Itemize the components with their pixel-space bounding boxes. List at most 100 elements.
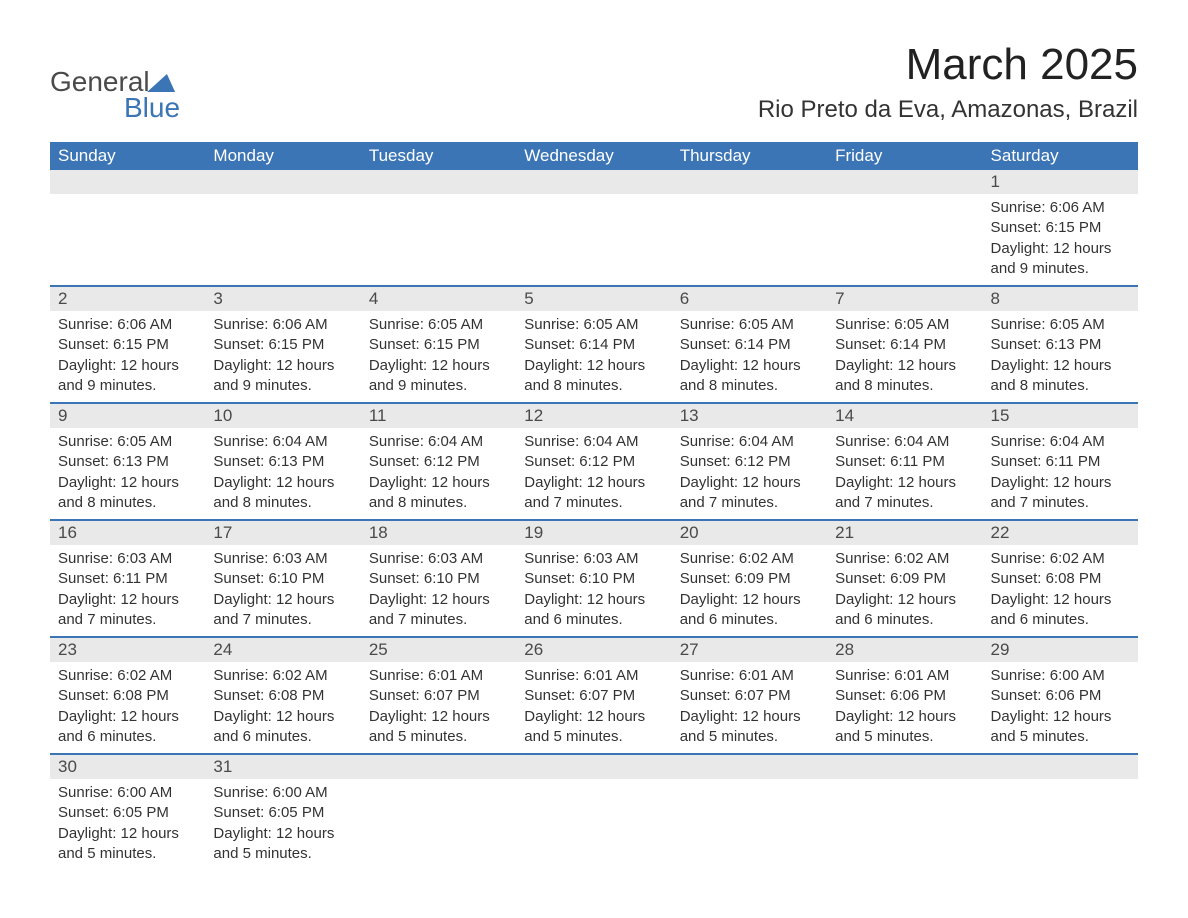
daylight-text: Daylight: 12 hours and 9 minutes. (369, 356, 508, 397)
sunrise-text: Sunrise: 6:04 AM (835, 432, 974, 452)
sunset-text: Sunset: 6:11 PM (835, 452, 974, 472)
day-details (361, 779, 516, 863)
day-details: Sunrise: 6:02 AMSunset: 6:08 PMDaylight:… (983, 545, 1138, 636)
sunrise-text: Sunrise: 6:02 AM (58, 666, 197, 686)
day-details: Sunrise: 6:05 AMSunset: 6:14 PMDaylight:… (516, 311, 671, 402)
day-number: 20 (672, 521, 827, 545)
day-details (983, 779, 1138, 863)
calendar-week-row: 30Sunrise: 6:00 AMSunset: 6:05 PMDayligh… (50, 754, 1138, 870)
day-header: Thursday (672, 142, 827, 170)
sunrise-text: Sunrise: 6:02 AM (213, 666, 352, 686)
day-number: 8 (983, 287, 1138, 311)
sunrise-text: Sunrise: 6:03 AM (369, 549, 508, 569)
day-details: Sunrise: 6:00 AMSunset: 6:05 PMDaylight:… (205, 779, 360, 870)
daylight-text: Daylight: 12 hours and 6 minutes. (213, 707, 352, 748)
day-number: 5 (516, 287, 671, 311)
sunset-text: Sunset: 6:10 PM (369, 569, 508, 589)
daylight-text: Daylight: 12 hours and 6 minutes. (58, 707, 197, 748)
sunset-text: Sunset: 6:08 PM (58, 686, 197, 706)
calendar-cell: 11Sunrise: 6:04 AMSunset: 6:12 PMDayligh… (361, 403, 516, 520)
day-details: Sunrise: 6:03 AMSunset: 6:10 PMDaylight:… (205, 545, 360, 636)
calendar-cell: 5Sunrise: 6:05 AMSunset: 6:14 PMDaylight… (516, 286, 671, 403)
daylight-text: Daylight: 12 hours and 8 minutes. (369, 473, 508, 514)
daylight-text: Daylight: 12 hours and 6 minutes. (524, 590, 663, 631)
daylight-text: Daylight: 12 hours and 5 minutes. (213, 824, 352, 865)
daylight-text: Daylight: 12 hours and 8 minutes. (835, 356, 974, 397)
calendar-cell: 29Sunrise: 6:00 AMSunset: 6:06 PMDayligh… (983, 637, 1138, 754)
day-details: Sunrise: 6:01 AMSunset: 6:06 PMDaylight:… (827, 662, 982, 753)
calendar-cell (516, 754, 671, 870)
daylight-text: Daylight: 12 hours and 5 minutes. (680, 707, 819, 748)
daylight-text: Daylight: 12 hours and 7 minutes. (369, 590, 508, 631)
day-number (672, 755, 827, 779)
day-number: 17 (205, 521, 360, 545)
page-header: General Blue March 2025 Rio Preto da Eva… (50, 40, 1138, 124)
sunset-text: Sunset: 6:13 PM (991, 335, 1130, 355)
calendar-week-row: 16Sunrise: 6:03 AMSunset: 6:11 PMDayligh… (50, 520, 1138, 637)
day-header: Sunday (50, 142, 205, 170)
sunrise-text: Sunrise: 6:05 AM (58, 432, 197, 452)
day-details (672, 779, 827, 863)
sunset-text: Sunset: 6:07 PM (680, 686, 819, 706)
day-number (361, 755, 516, 779)
day-details: Sunrise: 6:05 AMSunset: 6:14 PMDaylight:… (827, 311, 982, 402)
day-details: Sunrise: 6:02 AMSunset: 6:08 PMDaylight:… (205, 662, 360, 753)
day-number: 9 (50, 404, 205, 428)
calendar-header-row: Sunday Monday Tuesday Wednesday Thursday… (50, 142, 1138, 170)
day-details: Sunrise: 6:04 AMSunset: 6:11 PMDaylight:… (827, 428, 982, 519)
calendar-cell: 2Sunrise: 6:06 AMSunset: 6:15 PMDaylight… (50, 286, 205, 403)
calendar-cell (205, 170, 360, 286)
day-details: Sunrise: 6:05 AMSunset: 6:15 PMDaylight:… (361, 311, 516, 402)
day-number: 15 (983, 404, 1138, 428)
calendar-cell: 18Sunrise: 6:03 AMSunset: 6:10 PMDayligh… (361, 520, 516, 637)
daylight-text: Daylight: 12 hours and 6 minutes. (835, 590, 974, 631)
page-subtitle: Rio Preto da Eva, Amazonas, Brazil (758, 96, 1138, 124)
calendar-cell: 17Sunrise: 6:03 AMSunset: 6:10 PMDayligh… (205, 520, 360, 637)
sunset-text: Sunset: 6:13 PM (58, 452, 197, 472)
sunset-text: Sunset: 6:05 PM (213, 803, 352, 823)
calendar-cell (672, 754, 827, 870)
day-number (516, 755, 671, 779)
daylight-text: Daylight: 12 hours and 7 minutes. (213, 590, 352, 631)
calendar-cell: 19Sunrise: 6:03 AMSunset: 6:10 PMDayligh… (516, 520, 671, 637)
brand-mark-icon (147, 74, 181, 92)
day-number (672, 170, 827, 194)
calendar-cell (827, 170, 982, 286)
day-details: Sunrise: 6:03 AMSunset: 6:11 PMDaylight:… (50, 545, 205, 636)
calendar-cell: 12Sunrise: 6:04 AMSunset: 6:12 PMDayligh… (516, 403, 671, 520)
day-number: 4 (361, 287, 516, 311)
sunrise-text: Sunrise: 6:01 AM (680, 666, 819, 686)
sunrise-text: Sunrise: 6:05 AM (369, 315, 508, 335)
day-number: 22 (983, 521, 1138, 545)
day-number: 12 (516, 404, 671, 428)
day-header: Wednesday (516, 142, 671, 170)
calendar-cell: 30Sunrise: 6:00 AMSunset: 6:05 PMDayligh… (50, 754, 205, 870)
daylight-text: Daylight: 12 hours and 5 minutes. (524, 707, 663, 748)
day-number: 31 (205, 755, 360, 779)
brand-word-2: Blue (124, 92, 180, 123)
day-details: Sunrise: 6:04 AMSunset: 6:12 PMDaylight:… (516, 428, 671, 519)
day-number (827, 170, 982, 194)
day-details (516, 779, 671, 863)
sunrise-text: Sunrise: 6:05 AM (991, 315, 1130, 335)
day-details (205, 194, 360, 278)
sunrise-text: Sunrise: 6:04 AM (680, 432, 819, 452)
day-header: Saturday (983, 142, 1138, 170)
sunrise-text: Sunrise: 6:03 AM (213, 549, 352, 569)
daylight-text: Daylight: 12 hours and 6 minutes. (680, 590, 819, 631)
page-title: March 2025 (758, 40, 1138, 90)
sunrise-text: Sunrise: 6:01 AM (835, 666, 974, 686)
sunset-text: Sunset: 6:15 PM (991, 218, 1130, 238)
day-header: Friday (827, 142, 982, 170)
daylight-text: Daylight: 12 hours and 7 minutes. (680, 473, 819, 514)
calendar-cell: 25Sunrise: 6:01 AMSunset: 6:07 PMDayligh… (361, 637, 516, 754)
calendar-cell: 21Sunrise: 6:02 AMSunset: 6:09 PMDayligh… (827, 520, 982, 637)
sunrise-text: Sunrise: 6:04 AM (213, 432, 352, 452)
day-number: 28 (827, 638, 982, 662)
calendar-cell: 10Sunrise: 6:04 AMSunset: 6:13 PMDayligh… (205, 403, 360, 520)
sunset-text: Sunset: 6:06 PM (835, 686, 974, 706)
sunrise-text: Sunrise: 6:05 AM (680, 315, 819, 335)
day-number: 27 (672, 638, 827, 662)
day-details: Sunrise: 6:06 AMSunset: 6:15 PMDaylight:… (50, 311, 205, 402)
calendar-table: Sunday Monday Tuesday Wednesday Thursday… (50, 142, 1138, 870)
